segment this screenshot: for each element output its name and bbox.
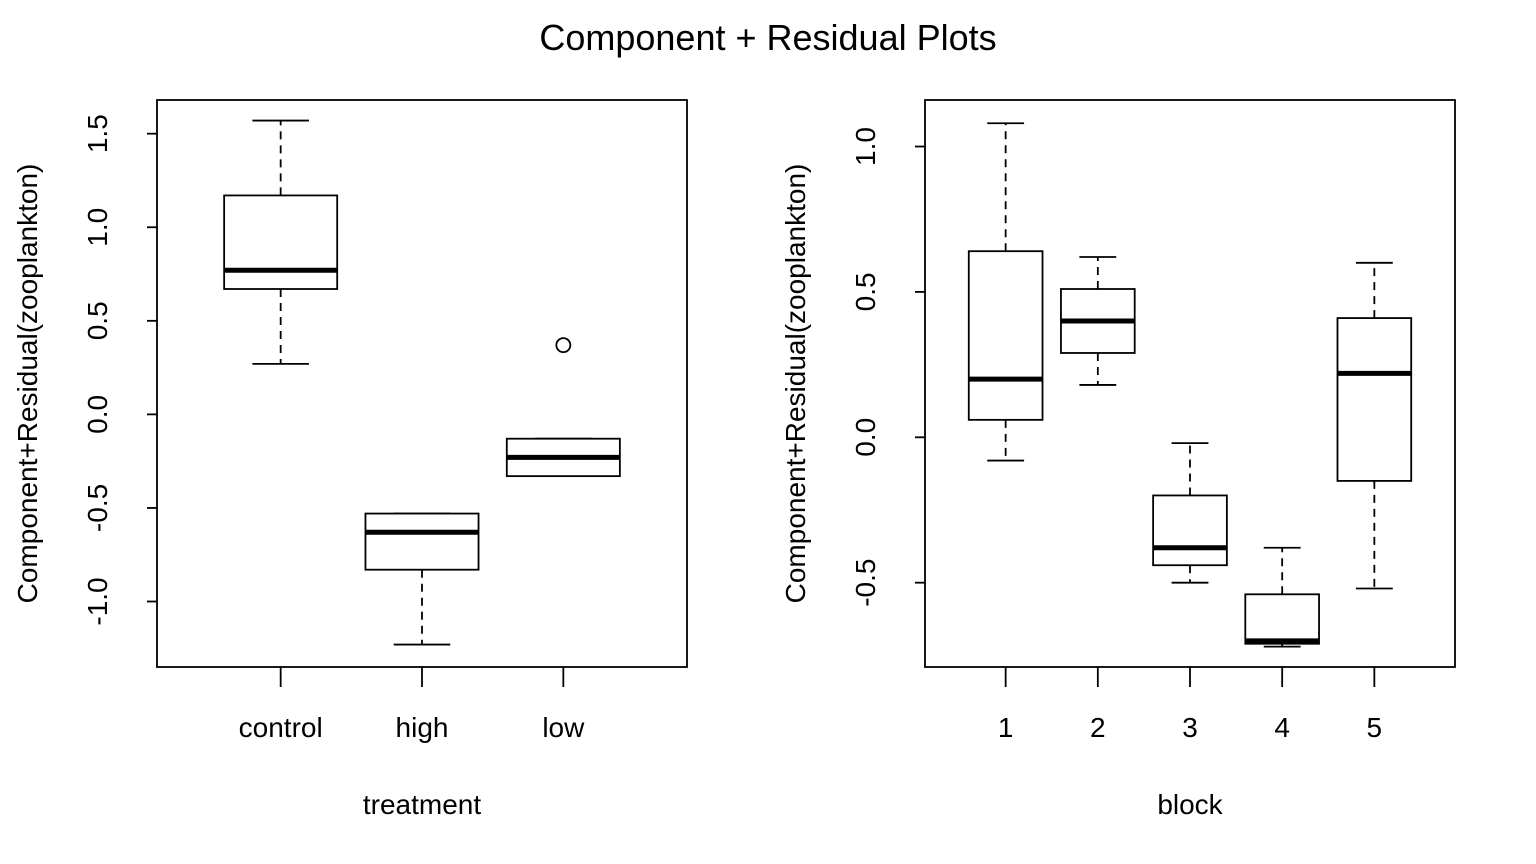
treatment-y-tick-label: 1.5 xyxy=(82,114,113,153)
block-y-tick-label: 1.0 xyxy=(850,127,881,166)
outlier-point xyxy=(555,337,572,354)
treatment-y-tick-label: -0.5 xyxy=(82,484,113,532)
figure-title: Component + Residual Plots xyxy=(539,17,996,58)
block-x-tick-label: 3 xyxy=(1182,712,1198,743)
block-x-tick-label: 4 xyxy=(1274,712,1290,743)
block-y-tick-label: -0.5 xyxy=(850,559,881,607)
block-y-tick-label: 0.5 xyxy=(850,272,881,311)
treatment-y-tick-label: 1.0 xyxy=(82,208,113,247)
treatment-box-low xyxy=(505,337,621,478)
treatment-x-tick-label: high xyxy=(396,712,449,743)
treatment-y-tick-label: 0.5 xyxy=(82,301,113,340)
block-x-axis-title: block xyxy=(1157,789,1223,820)
block-box-4 xyxy=(1244,546,1320,648)
block-y-axis-title: Component+Residual(zooplankton) xyxy=(780,164,811,604)
treatment-x-tick-label: control xyxy=(239,712,323,743)
interquartile-box xyxy=(223,194,339,290)
block-x-tick-label: 1 xyxy=(998,712,1014,743)
interquartile-box xyxy=(1336,317,1413,482)
treatment-x-axis-title: treatment xyxy=(363,789,481,820)
block-box-1 xyxy=(967,122,1044,462)
treatment-box-high xyxy=(364,512,480,646)
treatment-boxplot-panel: -1.0 -0.5 0.0 0.5 1.0 1.5 control high low treatm… xyxy=(12,99,688,820)
treatment-y-tick-label: -1.0 xyxy=(82,577,113,625)
interquartile-box xyxy=(967,250,1044,421)
block-box-2 xyxy=(1060,256,1136,386)
interquartile-box xyxy=(1244,593,1320,645)
interquartile-box xyxy=(364,512,480,571)
treatment-plot-frame xyxy=(156,99,688,668)
block-boxplot-panel: -0.5 0.0 0.5 1.0 1 2 3 4 5 block Component+Residua… xyxy=(780,99,1456,820)
block-box-3 xyxy=(1152,442,1228,584)
block-x-tick-label: 5 xyxy=(1367,712,1383,743)
block-box-5 xyxy=(1336,261,1413,590)
treatment-box-control xyxy=(223,119,339,365)
interquartile-box xyxy=(1152,494,1228,567)
treatment-y-axis-title: Component+Residual(zooplankton) xyxy=(12,164,43,604)
treatment-x-tick-label: low xyxy=(542,712,585,743)
block-y-tick-label: 0.0 xyxy=(850,418,881,457)
block-x-tick-label: 2 xyxy=(1090,712,1106,743)
treatment-y-tick-label: 0.0 xyxy=(82,395,113,434)
